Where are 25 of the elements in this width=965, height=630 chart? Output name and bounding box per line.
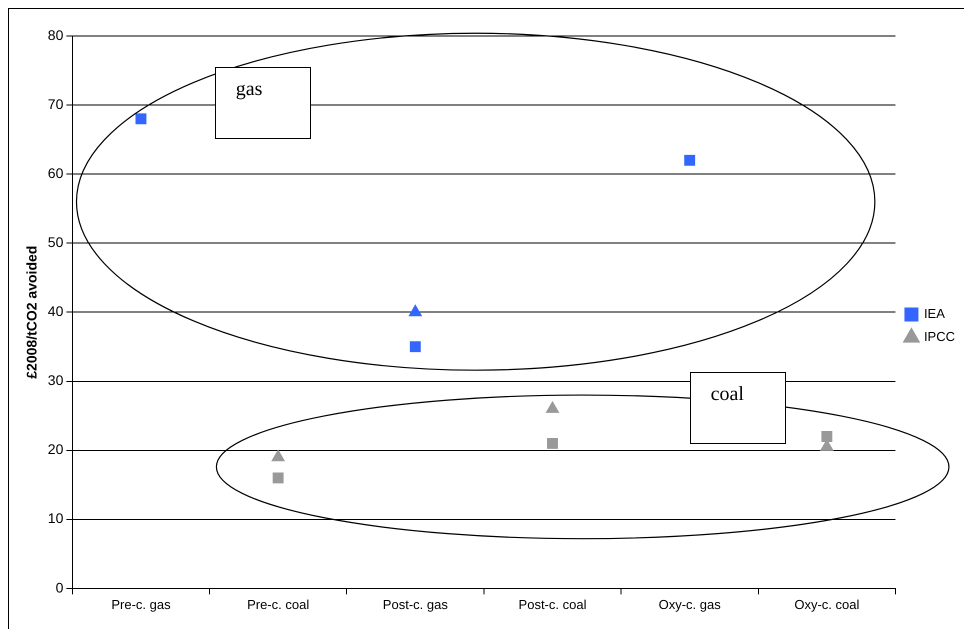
point — [410, 341, 421, 352]
y-tick-label: 20 — [48, 441, 64, 458]
x-tick-label: Pre-c. gas — [111, 596, 172, 612]
y-tick-label: 70 — [48, 96, 64, 112]
y-axis-title: £2008/tCO2 avoided — [23, 246, 40, 379]
y-tick-label: 50 — [48, 234, 64, 250]
text-box: coal — [690, 372, 786, 444]
point — [272, 450, 285, 462]
y-tick-label: 30 — [48, 372, 64, 388]
y-tick-label: 40 — [48, 303, 64, 320]
x-tick-label: Post-c. gas — [382, 596, 448, 612]
point — [684, 154, 696, 166]
legend-label: IPCC — [924, 329, 956, 344]
y-tick-label: 0 — [56, 579, 64, 596]
y-tick-label: 10 — [48, 510, 64, 526]
x-tick-label: Pre-c. coal — [247, 596, 310, 612]
x-tick-label: Oxy-c. gas — [658, 596, 722, 612]
y-tick-label: 80 — [48, 26, 64, 43]
text-box: gas — [214, 67, 311, 140]
x-tick-label: Oxy-c. coal — [794, 596, 860, 612]
point — [136, 113, 146, 124]
y-tick-label: 60 — [48, 164, 64, 181]
x-tick-label: Post-c. coal — [518, 596, 587, 612]
point — [546, 401, 560, 413]
legend-label: IEA — [924, 306, 946, 322]
